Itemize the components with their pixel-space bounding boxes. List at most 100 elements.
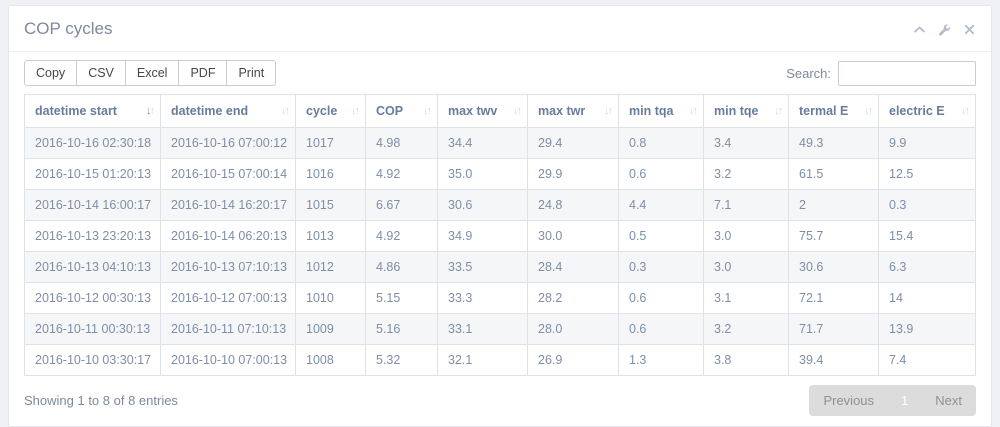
table-cell: 2 [788,189,879,221]
page-title: COP cycles [24,19,113,38]
table-cell: 3.0 [703,251,789,283]
table-cell: 0.6 [618,158,704,190]
search-control: Search: [786,60,976,86]
column-header-termal-e[interactable]: termal E ↓↑ [788,94,879,128]
copy-button[interactable]: Copy [24,60,78,86]
column-header-cycle[interactable]: cycle ↓↑ [295,94,366,128]
table-cell: 2016-10-13 04:10:13 [24,251,161,283]
search-input[interactable] [838,60,976,86]
table-cell: 1012 [295,251,366,283]
table-cell: 2016-10-12 07:00:13 [160,282,296,314]
column-label: termal E [799,104,849,118]
table-cell: 30.6 [437,189,528,221]
column-header-max-twv[interactable]: max twv ↓↑ [437,94,528,128]
table-cell: 61.5 [788,158,879,190]
table-cell: 2016-10-14 16:00:17 [24,189,161,221]
table-cell: 30.0 [527,220,619,252]
table-cell: 3.1 [703,282,789,314]
table-cell: 2016-10-11 07:10:13 [160,313,296,345]
pagination: Previous 1 Next [809,385,976,416]
table-cell: 5.32 [365,344,438,376]
column-header-min-tqa[interactable]: min tqa ↓↑ [618,94,704,128]
table-cell: 7.4 [878,344,976,376]
table-cell: 2016-10-12 00:30:13 [24,282,161,314]
table-cell: 4.98 [365,127,438,159]
next-page-button[interactable]: Next [935,393,962,408]
export-button-group: Copy CSV Excel PDF Print [24,60,277,86]
table-cell: 33.5 [437,251,528,283]
table-cell: 0.5 [618,220,704,252]
table-cell: 3.2 [703,158,789,190]
column-header-cop[interactable]: COP ↓↑ [365,94,438,128]
panel-body: Copy CSV Excel PDF Print Search: datetime st… [9,52,991,426]
sort-icon: ↓↑ [774,105,783,117]
current-page-button[interactable]: 1 [901,393,909,408]
table-cell: 33.1 [437,313,528,345]
table-row: 2016-10-16 02:30:18 2016-10-16 07:00:12 10… [24,127,976,159]
table-cell: 14 [878,282,976,314]
table-cell: 0.8 [618,127,704,159]
sort-icon: ↓↑ [864,105,873,117]
sort-icon: ↓↑ [961,105,970,117]
column-label: min tqa [629,104,674,118]
previous-page-button[interactable]: Previous [823,393,875,408]
column-header-electric-e[interactable]: electric E ↓↑ [878,94,976,128]
print-button[interactable]: Print [226,60,277,86]
table-cell: 29.4 [527,127,619,159]
table-cell: 0.6 [618,313,704,345]
panel-tools [913,23,976,36]
cop-cycles-panel: COP cycles Copy CSV Excel PDF Print Search: … [8,5,992,427]
column-label: COP [376,104,404,118]
table-row: 2016-10-10 03:30:17 2016-10-10 07:00:13 10… [24,344,976,376]
csv-button[interactable]: CSV [76,60,126,86]
table-cell: 2016-10-14 06:20:13 [160,220,296,252]
entries-info: Showing 1 to 8 of 8 entries [24,393,178,408]
wrench-icon[interactable] [938,23,951,36]
column-header-datetime-start[interactable]: datetime start ↓↑ [24,94,161,128]
table-cell: 6.67 [365,189,438,221]
column-header-max-twr[interactable]: max twr ↓↑ [527,94,619,128]
table-cell: 34.9 [437,220,528,252]
table-cell: 4.4 [618,189,704,221]
table-cell: 2016-10-15 07:00:14 [160,158,296,190]
table-cell: 75.7 [788,220,879,252]
column-label: max twr [538,104,586,118]
table-cell: 1016 [295,158,366,190]
table-cell: 2016-10-15 01:20:13 [24,158,161,190]
table-cell: 0.3 [878,189,976,221]
table-header-row: datetime start ↓↑ datetime end ↓↑ cycle ↓↑ COP… [24,94,976,128]
table-cell: 2016-10-13 07:10:13 [160,251,296,283]
table-footer: Showing 1 to 8 of 8 entries Previous 1 N… [24,385,976,416]
sort-icon: ↓↑ [604,105,613,117]
table-cell: 3.4 [703,127,789,159]
table-cell: 71.7 [788,313,879,345]
table-cell: 28.4 [527,251,619,283]
table-cell: 3.2 [703,313,789,345]
column-header-datetime-end[interactable]: datetime end ↓↑ [160,94,296,128]
table-cell: 4.92 [365,220,438,252]
sort-icon: ↓↑ [146,105,155,117]
table-cell: 1015 [295,189,366,221]
table-row: 2016-10-15 01:20:13 2016-10-15 07:00:14 10… [24,158,976,190]
excel-button[interactable]: Excel [124,60,180,86]
pdf-button[interactable]: PDF [178,60,228,86]
column-label: datetime start [35,104,117,118]
close-icon[interactable] [963,23,976,36]
chevron-up-icon[interactable] [913,23,926,36]
table-cell: 72.1 [788,282,879,314]
table-cell: 2016-10-16 02:30:18 [24,127,161,159]
sort-icon: ↓↑ [351,105,360,117]
table-cell: 28.2 [527,282,619,314]
table-cell: 5.16 [365,313,438,345]
cop-cycles-table: datetime start ↓↑ datetime end ↓↑ cycle ↓↑ COP… [24,94,976,376]
table-cell: 15.4 [878,220,976,252]
table-cell: 13.9 [878,313,976,345]
table-cell: 0.3 [618,251,704,283]
table-cell: 1009 [295,313,366,345]
table-cell: 9.9 [878,127,976,159]
table-cell: 1017 [295,127,366,159]
sort-icon: ↓↑ [281,105,290,117]
column-header-min-tqe[interactable]: min tqe ↓↑ [703,94,789,128]
table-row: 2016-10-11 00:30:13 2016-10-11 07:10:13 10… [24,313,976,345]
search-label: Search: [786,65,831,81]
